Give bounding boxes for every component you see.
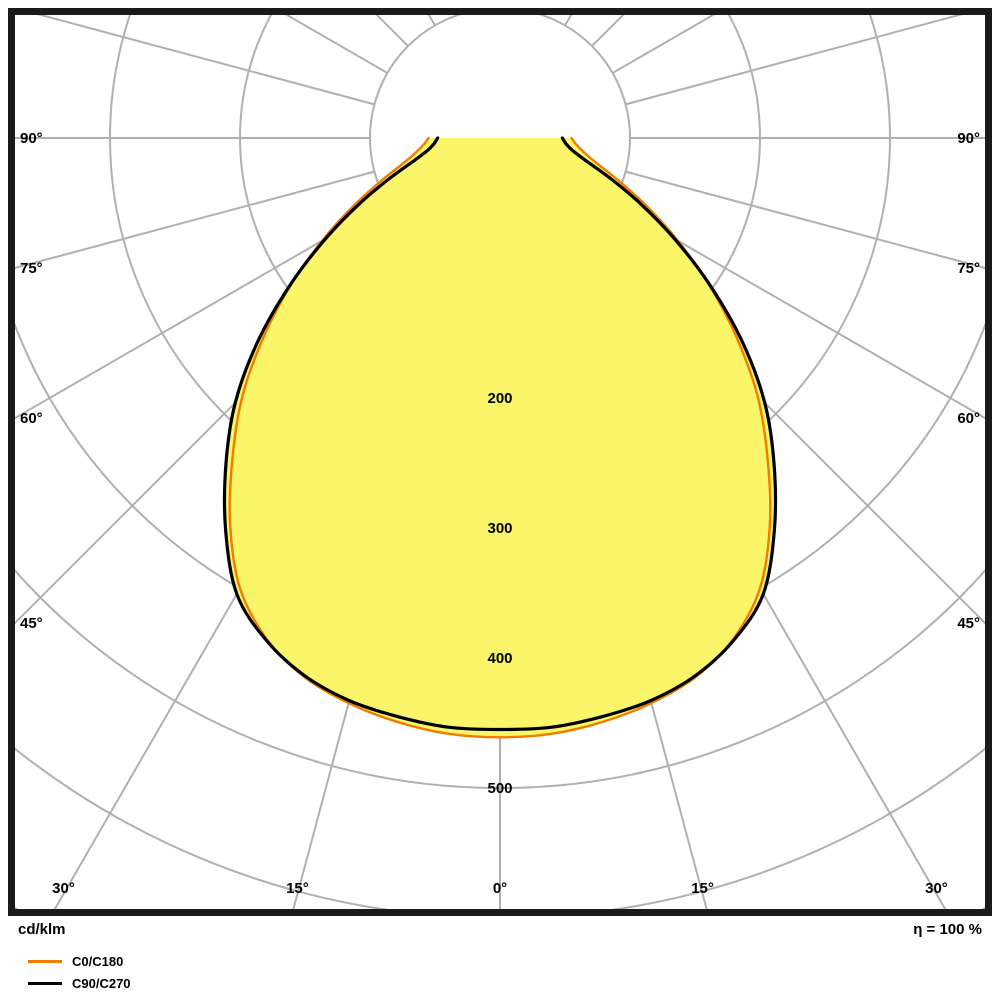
legend-label-c0-c180: C0/C180 <box>72 954 124 969</box>
svg-text:45°: 45° <box>20 615 43 632</box>
svg-text:200: 200 <box>487 390 512 407</box>
c0-c180-line-swatch <box>28 960 62 963</box>
unit-label: cd/klm <box>18 921 66 938</box>
c90-c270-line-swatch <box>28 982 62 985</box>
svg-text:90°: 90° <box>957 130 980 147</box>
svg-text:60°: 60° <box>20 410 43 427</box>
svg-text:60°: 60° <box>957 410 980 427</box>
svg-text:30°: 30° <box>52 880 75 897</box>
svg-text:75°: 75° <box>20 260 43 277</box>
svg-text:90°: 90° <box>20 130 43 147</box>
svg-text:75°: 75° <box>957 260 980 277</box>
legend-label-c90-c270: C90/C270 <box>72 976 131 991</box>
legend: C0/C180 C90/C270 <box>28 953 131 997</box>
legend-item-c90-c270: C90/C270 <box>28 975 131 992</box>
svg-text:15°: 15° <box>691 880 714 897</box>
footer-row: cd/klm η = 100 % <box>18 921 982 938</box>
svg-text:45°: 45° <box>957 615 980 632</box>
efficiency-label: η = 100 % <box>913 921 982 938</box>
svg-text:400: 400 <box>487 650 512 667</box>
legend-item-c0-c180: C0/C180 <box>28 953 131 970</box>
svg-text:500: 500 <box>487 780 512 797</box>
svg-text:15°: 15° <box>286 880 309 897</box>
svg-text:0°: 0° <box>493 880 507 897</box>
svg-text:300: 300 <box>487 520 512 537</box>
svg-text:30°: 30° <box>925 880 948 897</box>
polar-chart: 200 300 400 500 0° 15° 15° 30° 30° 45° 45° 60° 60° 75… <box>8 8 992 916</box>
